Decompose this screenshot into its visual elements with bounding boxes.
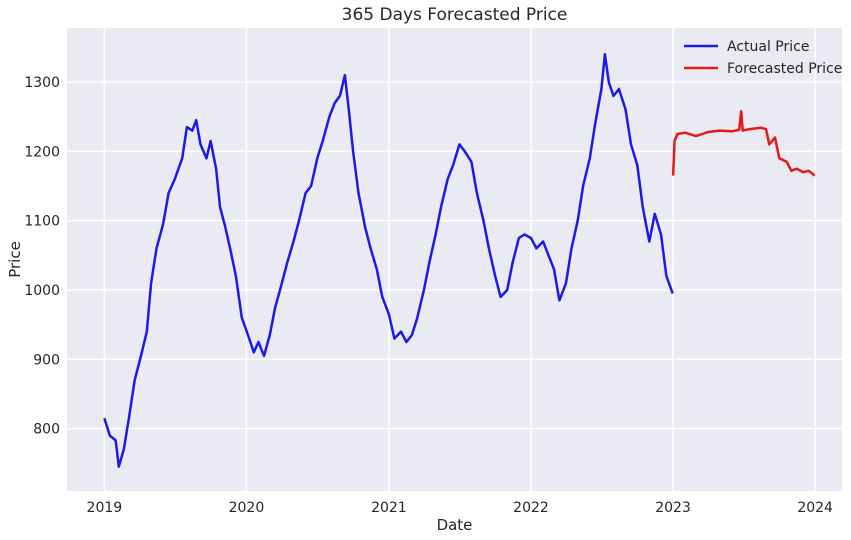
legend-label-forecast: Forecasted Price [727,61,842,77]
series-layer [103,53,816,468]
x-tick-label: 2019 [87,500,123,516]
x-axis-ticks: 2019 2020 2021 2022 2023 2024 [87,500,833,516]
x-tick-label: 2021 [371,500,407,516]
legend: Actual Price Forecasted Price [684,39,842,77]
y-tick-label: 800 [33,422,60,438]
y-axis-label: Price [6,241,24,278]
y-tick-label: 1100 [24,214,60,230]
x-tick-label: 2023 [655,500,691,516]
y-tick-label: 900 [33,352,60,368]
grid-lines [67,28,842,491]
forecasted-price-line [671,109,816,177]
x-tick-label: 2022 [513,500,549,516]
plot-background [67,28,842,491]
legend-label-actual: Actual Price [727,39,809,55]
y-axis-ticks: 800 900 1000 1100 1200 1300 [24,75,60,438]
actual-price-line [103,53,674,468]
x-axis-label: Date [437,516,473,534]
x-tick-label: 2024 [797,500,833,516]
y-tick-label: 1000 [24,283,60,299]
y-tick-label: 1200 [24,144,60,160]
y-tick-label: 1300 [24,75,60,91]
chart-title: 365 Days Forecasted Price [342,5,568,25]
x-tick-label: 2020 [229,500,265,516]
